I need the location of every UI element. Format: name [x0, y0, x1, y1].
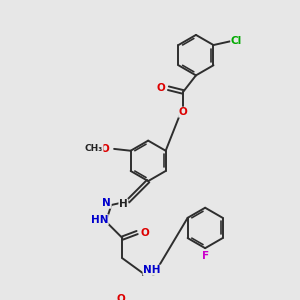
Text: O: O: [100, 144, 109, 154]
Text: HN: HN: [91, 215, 108, 225]
Text: F: F: [202, 250, 209, 260]
Text: CH₃: CH₃: [85, 144, 103, 153]
Text: O: O: [179, 107, 188, 117]
Text: Cl: Cl: [231, 36, 242, 46]
Text: H: H: [119, 199, 128, 209]
Text: O: O: [140, 227, 149, 238]
Text: NH: NH: [143, 265, 160, 275]
Text: O: O: [157, 83, 165, 93]
Text: O: O: [116, 294, 125, 300]
Text: N: N: [102, 198, 111, 208]
